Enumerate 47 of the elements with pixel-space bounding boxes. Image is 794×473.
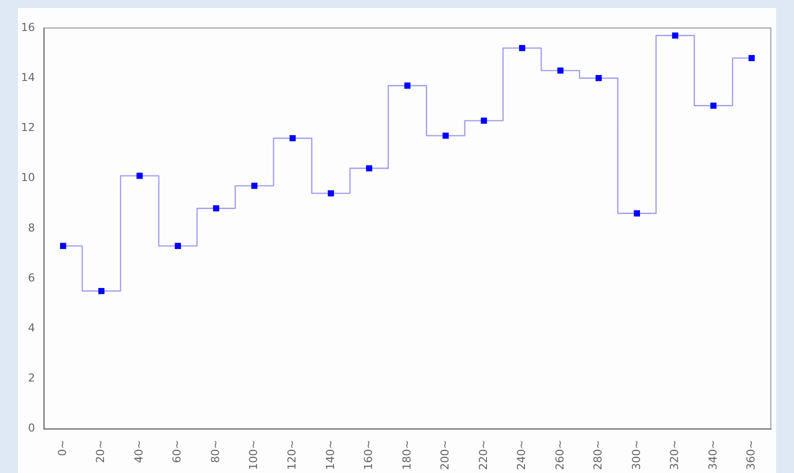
point	[328, 190, 334, 196]
x-tick-label: 320~	[668, 440, 682, 470]
point	[557, 68, 564, 74]
x-tick-label: 0~	[56, 440, 69, 456]
point	[634, 210, 640, 216]
point	[519, 44, 526, 52]
point	[710, 102, 716, 109]
point	[251, 182, 258, 189]
point	[404, 82, 410, 89]
x-tick-label: 260~	[553, 440, 566, 470]
point	[596, 75, 602, 82]
point	[290, 135, 296, 142]
y-tick-label: 0	[28, 422, 35, 435]
y-tick-label: 2	[28, 372, 35, 385]
x-tick-label: 120~	[286, 440, 298, 470]
point	[442, 132, 449, 139]
point	[60, 242, 66, 250]
x-tick-label: 180~	[400, 440, 414, 470]
x-tick-label: 280~	[592, 440, 605, 470]
point	[136, 172, 143, 179]
x-tick-label: 20~	[94, 440, 108, 464]
x-tick-label: 200~	[438, 440, 452, 470]
x-tick-label: 100~	[247, 440, 260, 470]
point	[672, 32, 678, 39]
point	[174, 242, 181, 250]
x-tick-label: 340~	[706, 440, 720, 470]
point	[98, 288, 104, 294]
y-tick-label: 16	[20, 20, 35, 34]
x-tick-label: 160~	[362, 440, 376, 470]
x-tick-label: 80~	[208, 440, 222, 464]
x-tick-label: 220~	[476, 440, 490, 470]
x-tick-label: 40~	[132, 440, 146, 464]
point	[366, 165, 372, 172]
x-tick-label: 360~	[744, 440, 758, 470]
y-tick-label: 6	[28, 271, 35, 284]
point	[213, 205, 220, 212]
x-tick-label: 300~	[630, 440, 643, 470]
y-tick-label: 10	[20, 171, 35, 184]
x-tick-label: 60~	[170, 440, 184, 464]
x-tick-label: 240~	[515, 440, 528, 470]
x-tick-label: 140~	[324, 440, 337, 470]
y-tick-label: 12	[20, 121, 35, 134]
point	[480, 118, 487, 124]
y-tick-label: 8	[28, 221, 35, 234]
point	[748, 54, 755, 62]
y-tick-label: 14	[20, 70, 35, 84]
y-tick-label: 4	[28, 321, 35, 334]
